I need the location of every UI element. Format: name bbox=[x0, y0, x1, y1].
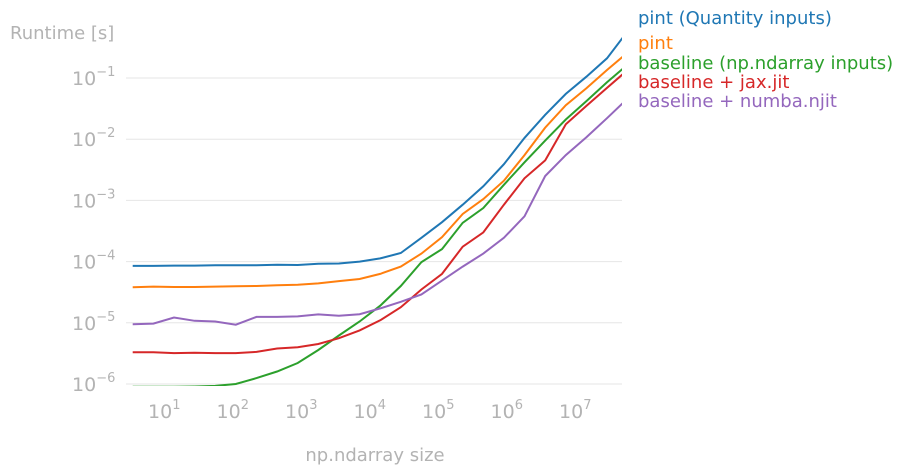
y-tick-labels: 10−610−510−410−310−210−1 bbox=[72, 65, 115, 396]
x-tick-base: 10 bbox=[559, 401, 583, 423]
x-tick-exponent: 2 bbox=[241, 398, 249, 413]
x-tick-exponent: 6 bbox=[515, 398, 523, 413]
legend-entry-2: baseline (np.ndarray inputs) bbox=[638, 53, 893, 74]
series-lines bbox=[132, 36, 622, 386]
x-tick-base: 10 bbox=[354, 401, 378, 423]
x-tick-base: 10 bbox=[148, 401, 172, 423]
x-tick-exponent: 1 bbox=[172, 398, 180, 413]
x-tick-exponent: 5 bbox=[446, 398, 454, 413]
y-tick-base: 10 bbox=[72, 190, 96, 212]
y-tick-label: 10−6 bbox=[72, 371, 115, 396]
x-tick-label: 106 bbox=[491, 398, 523, 423]
y-axis-label: Runtime [s] bbox=[10, 23, 114, 44]
x-tick-exponent: 4 bbox=[378, 398, 386, 413]
y-tick-base: 10 bbox=[72, 374, 96, 396]
y-tick-label: 10−1 bbox=[72, 65, 115, 90]
x-tick-base: 10 bbox=[491, 401, 515, 423]
x-tick-label: 105 bbox=[422, 398, 454, 423]
x-tick-base: 10 bbox=[285, 401, 309, 423]
legend-entry-3: baseline + jax.jit bbox=[638, 72, 789, 93]
y-tick-label: 10−3 bbox=[72, 187, 115, 212]
y-tick-exponent: −3 bbox=[96, 187, 115, 202]
legend-entry-1: pint bbox=[638, 33, 673, 54]
x-axis-label: np.ndarray size bbox=[305, 445, 444, 466]
series-line-0 bbox=[132, 36, 622, 267]
y-tick-base: 10 bbox=[72, 313, 96, 335]
x-tick-label: 103 bbox=[285, 398, 317, 423]
series-line-1 bbox=[132, 56, 622, 289]
x-tick-base: 10 bbox=[422, 401, 446, 423]
series-line-3 bbox=[132, 73, 622, 355]
y-tick-exponent: −5 bbox=[96, 310, 115, 325]
y-tick-exponent: −1 bbox=[96, 65, 115, 80]
y-tick-exponent: −4 bbox=[96, 249, 115, 264]
series-line-4 bbox=[132, 102, 622, 326]
legend-entry-4: baseline + numba.njit bbox=[638, 91, 837, 112]
y-tick-base: 10 bbox=[72, 68, 96, 90]
x-tick-labels: 101 102 103 104 105 106 107 bbox=[148, 398, 591, 423]
x-tick-exponent: 3 bbox=[309, 398, 317, 413]
series-line-2 bbox=[132, 68, 622, 386]
x-tick-base: 10 bbox=[217, 401, 241, 423]
y-tick-label: 10−4 bbox=[72, 249, 115, 274]
y-tick-exponent: −2 bbox=[96, 126, 115, 141]
y-tick-label: 10−2 bbox=[72, 126, 115, 151]
x-tick-label: 104 bbox=[354, 398, 386, 423]
x-tick-exponent: 7 bbox=[583, 398, 591, 413]
x-tick-label: 101 bbox=[148, 398, 180, 423]
legend-entry-0: pint (Quantity inputs) bbox=[638, 8, 832, 29]
y-tick-base: 10 bbox=[72, 252, 96, 274]
y-tick-exponent: −6 bbox=[96, 371, 115, 386]
y-tick-base: 10 bbox=[72, 129, 96, 151]
y-gridlines bbox=[126, 77, 622, 385]
x-tick-label: 102 bbox=[217, 398, 249, 423]
x-tick-label: 107 bbox=[559, 398, 591, 423]
y-tick-label: 10−5 bbox=[72, 310, 115, 335]
